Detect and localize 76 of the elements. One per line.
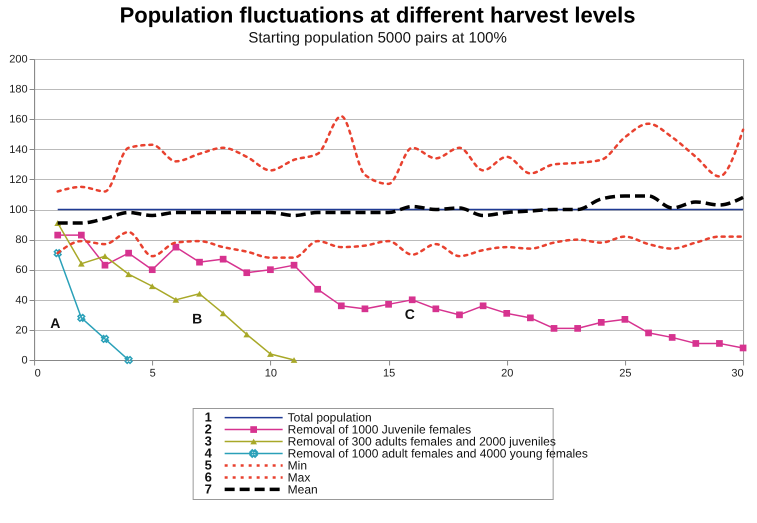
y-tick-label: 0 <box>21 354 28 366</box>
point <box>124 356 133 364</box>
point <box>243 332 250 338</box>
point <box>503 310 510 317</box>
point <box>267 266 274 274</box>
point <box>54 232 62 238</box>
point <box>527 314 534 322</box>
x-tick-label: 0 <box>34 368 41 380</box>
point <box>338 302 345 310</box>
point <box>362 305 368 312</box>
point <box>102 253 108 260</box>
point <box>267 351 274 357</box>
x-tick-label: 25 <box>619 368 632 380</box>
point <box>172 244 180 250</box>
point <box>598 319 605 326</box>
legend-label: Removal of 300 adults females and 2000 juveniles <box>288 434 556 449</box>
point <box>550 325 558 332</box>
point <box>290 262 298 269</box>
x-tick-label: 30 <box>731 368 744 380</box>
legend-label: Max <box>288 470 310 484</box>
legend-label: Removal of 1000 adult females and 4000 young females <box>288 446 588 460</box>
legend-label: Removal of 1000 Juvenile females <box>288 422 472 437</box>
annotation: B <box>192 310 202 326</box>
point <box>100 334 110 343</box>
chart-subtitle: Starting population 5000 pairs at 100% <box>248 30 507 46</box>
point <box>196 290 203 297</box>
point <box>78 260 85 267</box>
point <box>148 283 156 290</box>
point <box>220 310 226 316</box>
point <box>668 334 676 341</box>
point <box>125 250 132 256</box>
point <box>148 266 156 274</box>
point <box>172 296 180 303</box>
point <box>456 311 463 318</box>
chart-title: Population fluctuations at different harvest levels <box>120 2 636 28</box>
line-series <box>56 194 745 225</box>
y-tick-label: 200 <box>9 54 28 66</box>
point <box>574 325 581 332</box>
legend-label: Total population <box>288 410 372 425</box>
x-tick-label: 5 <box>150 368 156 380</box>
point <box>243 269 250 276</box>
point <box>385 300 392 308</box>
point <box>692 340 700 347</box>
y-tick-label: 140 <box>9 144 28 156</box>
point <box>102 262 108 269</box>
y-tick-label: 120 <box>9 174 28 186</box>
point <box>78 232 85 238</box>
y-tick-label: 180 <box>9 84 28 96</box>
legend-label: Mean <box>288 482 318 496</box>
point <box>716 340 723 347</box>
point <box>290 357 298 363</box>
annotation: A <box>50 314 60 331</box>
y-tick-label: 60 <box>15 264 28 276</box>
point <box>408 296 416 304</box>
point <box>740 344 746 352</box>
point <box>196 258 203 266</box>
point <box>645 330 652 336</box>
point <box>54 249 62 258</box>
annotation: C <box>404 306 415 322</box>
point <box>480 302 486 310</box>
y-tick-label: 100 <box>9 204 28 216</box>
point <box>622 316 628 323</box>
point <box>220 256 226 263</box>
x-tick-label: 10 <box>264 368 278 380</box>
y-tick-label: 80 <box>15 234 28 246</box>
point <box>314 286 322 293</box>
y-tick-label: 40 <box>15 294 28 306</box>
x-tick-label: 20 <box>501 368 514 380</box>
point <box>125 271 132 278</box>
point <box>77 314 86 322</box>
y-tick-label: 20 <box>15 324 28 336</box>
y-tick-label: 160 <box>9 114 28 126</box>
legend-label: Min <box>288 458 307 472</box>
line-series <box>56 114 744 193</box>
point <box>432 305 440 312</box>
x-tick-label: 15 <box>382 368 396 380</box>
